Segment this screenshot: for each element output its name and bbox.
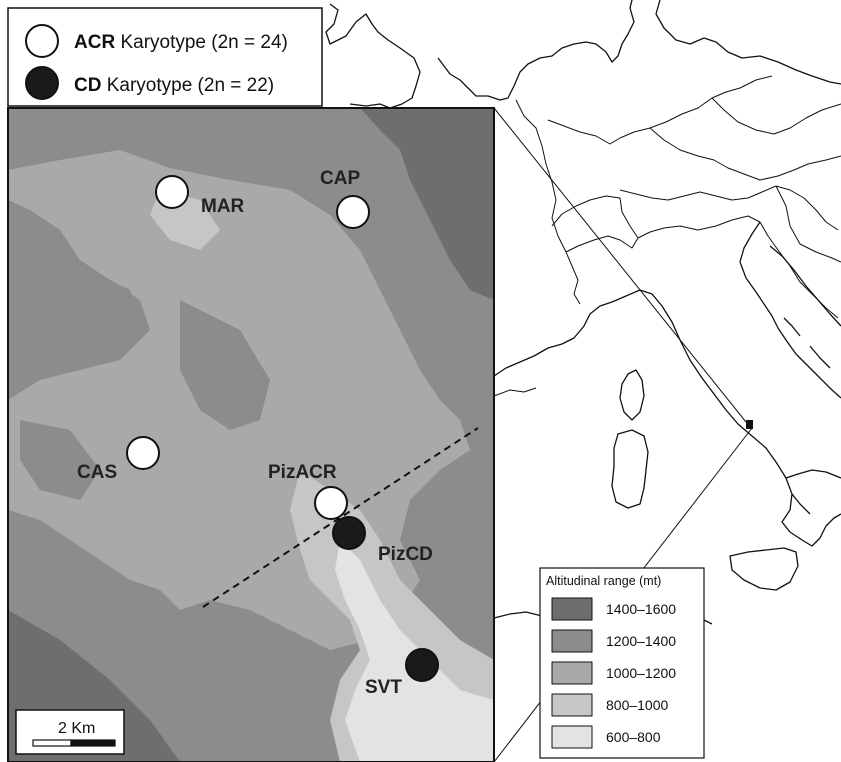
scale-bar-label: 2 Km bbox=[58, 720, 95, 737]
baltic-coast bbox=[655, 0, 841, 85]
site-marker-pizacr bbox=[314, 486, 348, 520]
altitude-band-1200-1400-island bbox=[70, 270, 140, 350]
altitude-band-1200-1400-center bbox=[180, 300, 270, 430]
altitude-swatch-4 bbox=[551, 725, 593, 749]
site-label-cap: CAP bbox=[320, 168, 360, 189]
legend-acr-bold: ACR bbox=[74, 32, 115, 53]
karyotype-boundary-line bbox=[202, 427, 479, 608]
scale-bar-white-segment bbox=[32, 739, 72, 747]
legend-cd-bold: CD bbox=[74, 75, 101, 96]
northwest-europe-coast bbox=[437, 0, 635, 101]
legend-entry-acr: ACR Karyotype (2n = 24) bbox=[74, 32, 288, 53]
altitude-swatch-1 bbox=[551, 629, 593, 653]
altitude-band-1200-1400-west bbox=[20, 420, 100, 500]
switzerland-border bbox=[551, 195, 639, 253]
karyotype-legend: ACR Karyotype (2n = 24) CD Karyotype (2n… bbox=[7, 7, 323, 107]
altitude-band-1400-1600-ne bbox=[360, 108, 494, 300]
altitude-class-label-0: 1400–1600 bbox=[606, 601, 676, 617]
france-south-coast bbox=[493, 301, 613, 377]
site-cas: CAS bbox=[77, 436, 160, 483]
poland-border bbox=[711, 97, 841, 135]
site-label-mar: MAR bbox=[201, 196, 245, 217]
site-mar: MAR bbox=[155, 175, 245, 217]
site-label-cas: CAS bbox=[77, 462, 117, 483]
site-pizacr: PizACR bbox=[268, 462, 348, 520]
altitude-class-label-4: 600–800 bbox=[606, 729, 661, 745]
germany-border bbox=[547, 75, 773, 145]
scale-bar: 2 Km bbox=[15, 709, 125, 755]
great-britain-coast bbox=[325, 3, 421, 109]
pyrenees-border bbox=[493, 387, 537, 397]
altitude-class-label-2: 1000–1200 bbox=[606, 665, 676, 681]
site-label-pizacr: PizACR bbox=[268, 462, 337, 483]
altitude-class-label-1: 1200–1400 bbox=[606, 633, 676, 649]
altitude-legend-classes: 1400–1600 1200–1400 1000–1200 800–1000 600–8… bbox=[551, 597, 676, 749]
karyotype-legend-box bbox=[7, 7, 323, 107]
altitude-legend: Altitudinal range (mt) 1400–1600 1200–140… bbox=[539, 567, 705, 759]
site-marker-mar bbox=[155, 175, 189, 209]
altitude-legend-title: Altitudinal range (mt) bbox=[546, 574, 661, 588]
south-italy-coast bbox=[785, 469, 841, 515]
balkan-border bbox=[759, 221, 839, 319]
site-marker-cas bbox=[126, 436, 160, 470]
site-marker-cap bbox=[336, 195, 370, 229]
site-label-pizcd: PizCD bbox=[378, 544, 433, 565]
sardinia-coast bbox=[611, 429, 649, 509]
adriatic-east-coast bbox=[769, 245, 841, 327]
legend-marker-acr bbox=[25, 24, 59, 58]
site-svt: SVT bbox=[365, 648, 439, 698]
scale-bar-black-segment bbox=[70, 739, 116, 747]
adriatic-coast bbox=[739, 221, 841, 399]
scale-bar-box bbox=[15, 709, 125, 755]
inset-frame bbox=[7, 107, 495, 762]
altitude-class-label-3: 800–1000 bbox=[606, 697, 669, 713]
hungary-border bbox=[775, 185, 841, 263]
site-marker-pizcd bbox=[332, 516, 366, 550]
corsica-coast bbox=[619, 369, 645, 421]
czech-border bbox=[649, 127, 841, 181]
legend-marker-cd bbox=[25, 66, 59, 100]
site-label-svt: SVT bbox=[365, 677, 402, 698]
sicily-coast bbox=[729, 547, 799, 591]
italy-north-border bbox=[565, 215, 761, 305]
site-marker-svt bbox=[405, 648, 439, 682]
legend-entry-cd: CD Karyotype (2n = 22) bbox=[74, 75, 274, 96]
austria-border bbox=[619, 185, 805, 201]
croatia-islands bbox=[783, 317, 831, 369]
altitude-swatch-0 bbox=[551, 597, 593, 621]
altitude-swatch-3 bbox=[551, 693, 593, 717]
italy-coast bbox=[611, 289, 841, 547]
altitude-swatch-2 bbox=[551, 661, 593, 685]
study-area-marker bbox=[746, 420, 753, 429]
legend-acr-text: Karyotype (2n = 24) bbox=[115, 32, 288, 53]
legend-cd-text: Karyotype (2n = 22) bbox=[101, 75, 274, 96]
zoom-line-top bbox=[493, 107, 747, 423]
site-cap: CAP bbox=[320, 168, 370, 229]
site-pizcd: PizCD bbox=[332, 516, 433, 565]
france-germany-border bbox=[515, 99, 567, 253]
